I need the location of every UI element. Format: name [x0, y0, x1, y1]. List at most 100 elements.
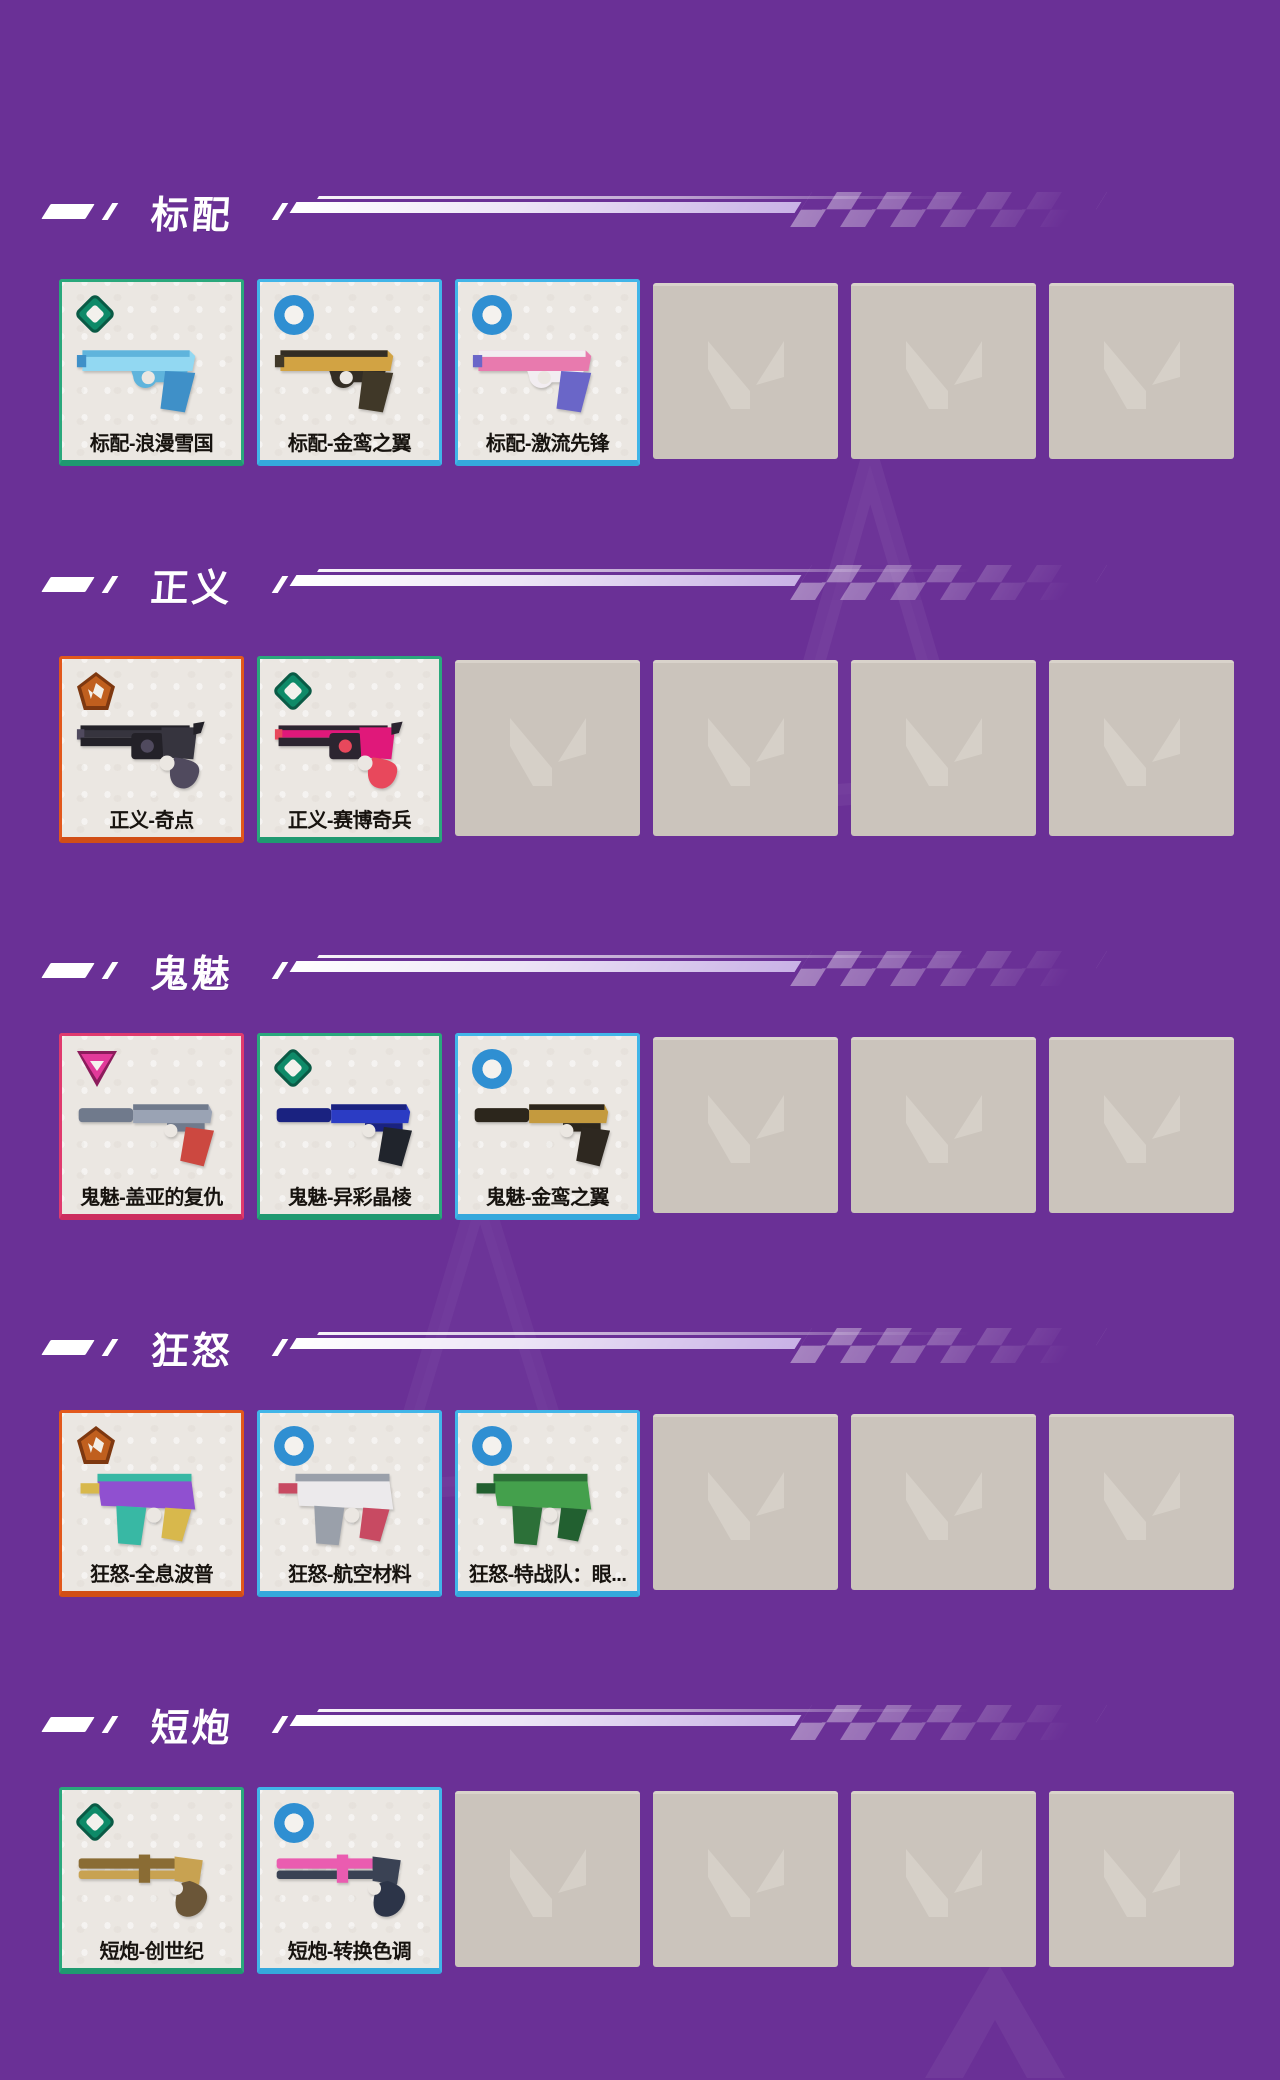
valorant-logo-icon [894, 1077, 994, 1177]
empty-slot [851, 1414, 1036, 1590]
header-slash [271, 961, 289, 979]
section-header: 狂怒 [0, 1323, 1280, 1373]
header-slash [271, 202, 289, 220]
skin-name: 狂怒-航空材料 [287, 1564, 412, 1586]
skin-name: 正义-赛博奇兵 [287, 810, 412, 832]
skin-card[interactable]: 鬼魅-盖亚的复仇 [59, 1033, 244, 1220]
skin-card[interactable]: 短炮-创世纪 [59, 1787, 244, 1974]
header-parallelogram [41, 203, 95, 219]
header-parallelogram [41, 1716, 95, 1732]
skin-name: 鬼魅-金鸾之翼 [485, 1187, 610, 1209]
rarity-ring-icon [472, 1426, 512, 1466]
rarity-ring-icon [472, 1049, 512, 1089]
valorant-logo-icon [696, 1454, 796, 1554]
section-title: 短炮 [149, 1707, 235, 1750]
header-parallelogram [41, 576, 95, 592]
empty-slot [653, 1414, 838, 1590]
rarity-ring-icon [274, 295, 314, 335]
skin-name: 鬼魅-异彩晶棱 [287, 1187, 412, 1209]
valorant-logo-icon [1092, 323, 1192, 423]
empty-slot [851, 660, 1036, 836]
empty-slot [1049, 283, 1234, 459]
empty-slot [851, 1791, 1036, 1967]
skin-name: 短炮-转换色调 [287, 1941, 412, 1963]
weapon-image [270, 1453, 429, 1551]
rarity-pentagon-icon [77, 672, 115, 710]
weapon-image [270, 1076, 429, 1174]
valorant-logo-icon [1092, 1831, 1192, 1931]
header-line [289, 946, 1280, 994]
header-parallelogram [41, 962, 95, 978]
valorant-logo-icon [498, 700, 598, 800]
rarity-ring-icon [274, 1803, 314, 1843]
header-slash [101, 961, 119, 979]
checkered-flag-decoration [790, 565, 1107, 600]
section-header: 短炮 [0, 1700, 1280, 1750]
skin-card[interactable]: 标配-金鸾之翼 [257, 279, 442, 466]
skin-name: 狂怒-特战队：眼... [468, 1564, 627, 1586]
valorant-logo-icon [696, 323, 796, 423]
skin-card[interactable]: 正义-赛博奇兵 [257, 656, 442, 843]
skin-card[interactable]: 正义-奇点 [59, 656, 244, 843]
empty-slot [455, 660, 640, 836]
checkered-flag-decoration [790, 192, 1107, 227]
valorant-logo-icon [894, 700, 994, 800]
weapon-image [468, 1453, 627, 1551]
skin-card[interactable]: 狂怒-特战队：眼... [455, 1410, 640, 1597]
skin-card[interactable]: 短炮-转换色调 [257, 1787, 442, 1974]
skin-row: 狂怒-全息波普 狂怒-航空材料 狂怒-特战队：眼... [59, 1410, 1234, 1597]
empty-slot [653, 660, 838, 836]
section-title: 正义 [149, 567, 235, 610]
header-slash [101, 1338, 119, 1356]
header-line [289, 187, 1280, 235]
valorant-logo-icon [1092, 1454, 1192, 1554]
skin-row: 鬼魅-盖亚的复仇 鬼魅-异彩晶棱 鬼魅-金鸾之翼 [59, 1033, 1234, 1220]
weapon-image [270, 1830, 429, 1928]
section-title: 狂怒 [149, 1330, 235, 1373]
rarity-ring-icon [274, 1426, 314, 1466]
header-line [289, 1323, 1280, 1371]
skin-card[interactable]: 鬼魅-金鸾之翼 [455, 1033, 640, 1220]
skin-row: 短炮-创世纪 短炮-转换色调 [59, 1787, 1234, 1974]
empty-slot [653, 1037, 838, 1213]
valorant-logo-icon [894, 1831, 994, 1931]
skin-name: 狂怒-全息波普 [89, 1564, 214, 1586]
section-title: 标配 [149, 194, 235, 237]
empty-slot [653, 283, 838, 459]
rarity-triangle-icon [77, 1051, 117, 1087]
empty-slot [1049, 1414, 1234, 1590]
weapon-image [72, 322, 231, 420]
weapon-image [270, 699, 429, 797]
section-header: 标配 [0, 187, 1280, 237]
empty-slot [1049, 660, 1234, 836]
skin-card[interactable]: 狂怒-全息波普 [59, 1410, 244, 1597]
header-line [289, 560, 1280, 608]
empty-slot [1049, 1037, 1234, 1213]
section-header: 鬼魅 [0, 946, 1280, 996]
background-chevron-watermark [925, 1958, 1065, 2078]
skin-name: 正义-奇点 [109, 810, 194, 832]
header-parallelogram [41, 1339, 95, 1355]
checkered-flag-decoration [790, 1705, 1107, 1740]
skin-name: 短炮-创世纪 [99, 1941, 204, 1963]
section-title: 鬼魅 [149, 953, 235, 996]
empty-slot [1049, 1791, 1234, 1967]
header-line [289, 1700, 1280, 1748]
skin-card[interactable]: 狂怒-航空材料 [257, 1410, 442, 1597]
valorant-logo-icon [696, 1077, 796, 1177]
skin-card[interactable]: 标配-激流先锋 [455, 279, 640, 466]
skin-card[interactable]: 标配-浪漫雪国 [59, 279, 244, 466]
empty-slot [851, 283, 1036, 459]
section-header: 正义 [0, 560, 1280, 610]
weapon-image [72, 699, 231, 797]
rarity-ring-icon [472, 295, 512, 335]
skin-row: 正义-奇点 正义-赛博奇兵 [59, 656, 1234, 843]
header-slash [271, 575, 289, 593]
valorant-logo-icon [1092, 700, 1192, 800]
skin-row: 标配-浪漫雪国 标配-金鸾之翼 标配-激流先锋 [59, 279, 1234, 466]
skin-card[interactable]: 鬼魅-异彩晶棱 [257, 1033, 442, 1220]
rarity-pentagon-icon [77, 1426, 115, 1464]
header-slash [101, 202, 119, 220]
valorant-logo-icon [894, 323, 994, 423]
